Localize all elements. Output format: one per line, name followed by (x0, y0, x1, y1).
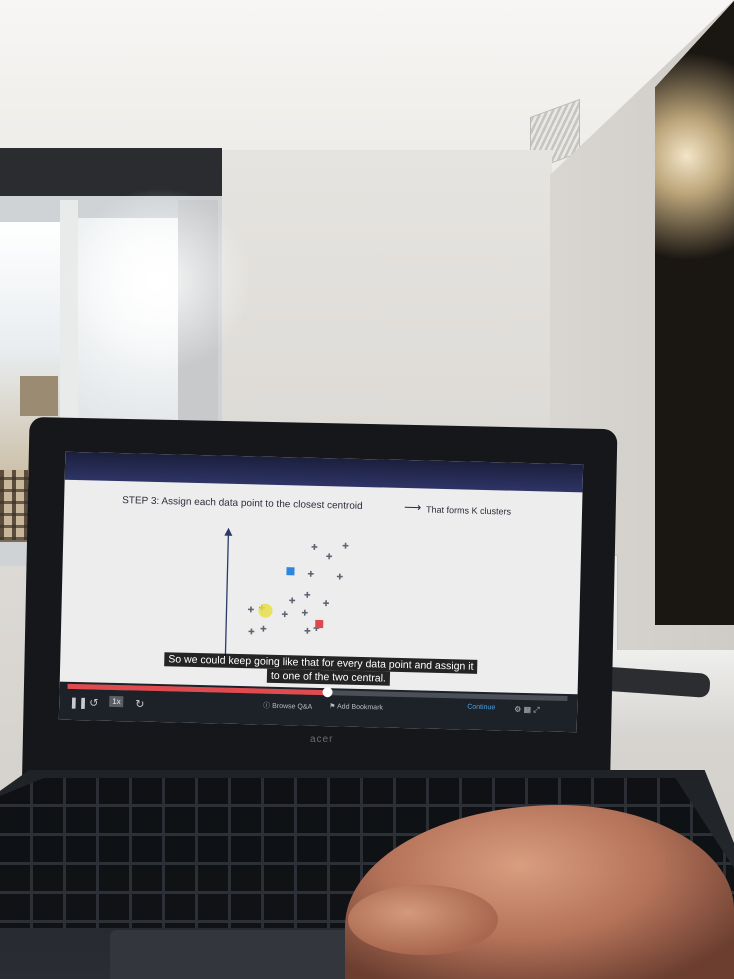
arrow-right-icon: ⟶ (403, 500, 422, 515)
data-point: ✚ (260, 625, 267, 634)
kmeans-plot: ✚✚✚✚✚✚✚✚✚✚✚✚✚✚✚✚ (224, 527, 349, 656)
data-point: ✚ (247, 605, 254, 614)
data-point: ✚ (304, 627, 311, 636)
sunlight-glare (60, 180, 260, 380)
hand-finger (348, 885, 498, 955)
step-title: STEP 3: Assign each data point to the cl… (122, 495, 363, 512)
subtitle-line-2: to one of the two central. (266, 668, 391, 686)
data-point: ✚ (307, 570, 314, 579)
data-point: ✚ (248, 627, 255, 636)
y-axis-arrowhead (224, 527, 233, 536)
step-result: That forms K clusters (425, 504, 512, 517)
side-shelf (590, 650, 734, 740)
laptop-brand-logo: acer (310, 734, 334, 745)
laptop-screen: STEP 3: Assign each data point to the cl… (58, 451, 584, 733)
highlighted-point (258, 603, 273, 618)
building-shutter (20, 376, 58, 416)
add-bookmark-button[interactable]: ⚑ Add Bookmark (329, 703, 384, 712)
rewind-icon[interactable]: ↺ (89, 697, 99, 710)
data-point: ✚ (342, 542, 349, 551)
y-axis (224, 531, 230, 656)
data-point: ✚ (336, 572, 343, 581)
continue-button[interactable]: Continue (467, 703, 496, 712)
speed-button[interactable]: 1x (109, 695, 124, 708)
wall-poster (655, 0, 734, 625)
add-bookmark-label: Add Bookmark (336, 703, 384, 712)
data-point: ✚ (301, 609, 308, 618)
browse-qa-label: Browse Q&A (272, 702, 313, 711)
data-point: ✚ (323, 599, 330, 608)
forward-icon[interactable]: ↻ (135, 698, 145, 711)
data-point: ✚ (281, 610, 288, 619)
data-points: ✚✚✚✚✚✚✚✚✚✚✚✚✚✚✚✚ (247, 542, 349, 637)
data-point: ✚ (311, 543, 318, 552)
pause-icon[interactable]: ❚❚ (69, 696, 88, 710)
settings-icon[interactable]: ⚙ ▦ ⤢ (514, 704, 540, 715)
data-point: ✚ (326, 552, 333, 561)
data-point: ✚ (289, 596, 296, 605)
data-point: ✚ (313, 624, 320, 633)
centroid-blue (286, 567, 295, 576)
centroid-red (315, 619, 324, 629)
browse-qa-button[interactable]: ⓘ Browse Q&A (263, 702, 313, 711)
data-point: ✚ (304, 591, 311, 600)
